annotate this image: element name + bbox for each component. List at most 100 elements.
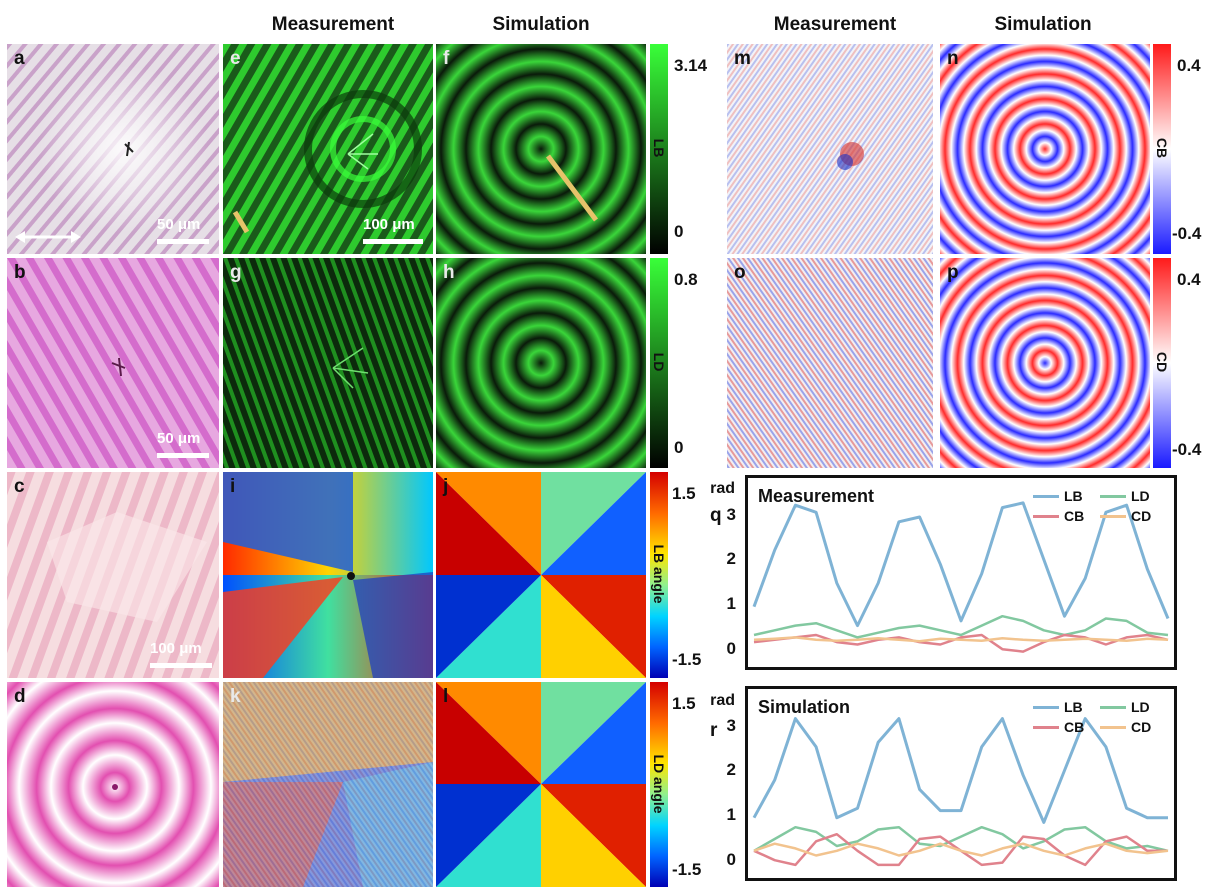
legend-q-ld: LD: [1100, 488, 1150, 504]
chart-r-ytick-1: 1: [726, 805, 736, 824]
panel-g-ld-measurement: g: [223, 258, 433, 468]
panel-n-cb-simulation: n: [940, 44, 1150, 254]
panel-j-lb-angle-simulation: j: [436, 472, 646, 678]
panel-label-k: k: [230, 686, 241, 707]
colorbar-cd-min: -0.4: [1172, 440, 1202, 459]
panel-d-image: [7, 682, 219, 887]
chart-q-title: Measurement: [758, 486, 875, 506]
header-simulation-right: Simulation: [994, 14, 1092, 35]
colorbar-cd-max: 0.4: [1177, 270, 1201, 289]
panel-e-lb-measurement: e 100 μm: [223, 44, 433, 254]
colorbar-lb-max: 3.14: [674, 56, 708, 75]
panel-p-image: [940, 258, 1150, 468]
colorbar-cb-min: -0.4: [1172, 224, 1202, 243]
panel-label-h: h: [443, 262, 455, 283]
scalebar-b: [157, 453, 209, 458]
legend-r-cd: CD: [1100, 719, 1151, 735]
panel-k-image: [223, 682, 433, 887]
colorbar-cb: [1153, 44, 1171, 254]
panel-f-lb-simulation: f: [436, 44, 646, 254]
panel-label-o: o: [734, 262, 746, 283]
legend-q-cb: CB: [1033, 508, 1084, 524]
panel-j-image: [436, 472, 646, 678]
chart-r-ytick-3: 3: [726, 716, 736, 735]
chart-q-plot: [752, 501, 1170, 653]
legend-q-cd: CD: [1100, 508, 1151, 524]
panel-label-m: m: [734, 48, 751, 69]
chart-q-ytick-0: 0: [726, 639, 736, 658]
panel-k-ld-angle-measurement: k: [223, 682, 433, 887]
panel-label-n: n: [947, 48, 959, 69]
colorbar-lb-angle-title: LB angle: [651, 544, 667, 604]
panel-o-cd-measurement: o: [727, 258, 933, 468]
legend-q-lb: LB: [1033, 488, 1083, 504]
scalebar-label-c: 100 μm: [150, 640, 202, 657]
legend-r-cb: CB: [1033, 719, 1084, 735]
chart-q-ytick-2: 2: [726, 549, 736, 568]
colorbar-ld-angle-title: LD angle: [651, 754, 667, 814]
scalebar-label-e: 100 μm: [363, 216, 415, 233]
panel-i-lb-angle-measurement: i: [223, 472, 433, 678]
panel-c-polarized-image: c 100 μm: [7, 472, 219, 678]
scalebar-e: [363, 239, 423, 244]
header-measurement-left: Measurement: [271, 14, 395, 35]
panel-b-image: [7, 258, 219, 468]
chart-q-line-cd: [753, 636, 1169, 643]
colorbar-ld-angle-max: 1.5: [672, 694, 696, 713]
colorbar-ld: [650, 258, 668, 468]
legend-r-lb: LB: [1033, 699, 1083, 715]
panel-c-image: [7, 472, 219, 678]
chart-q-frame: Measurement LB LD CB CD: [745, 475, 1177, 670]
chart-q-line-ld: [753, 614, 1169, 639]
chart-q-line-lb: [752, 501, 1170, 628]
panel-label-c: c: [14, 476, 25, 497]
panel-m-image: [727, 44, 933, 254]
panel-o-image: [727, 258, 933, 468]
chart-r-line-cd: [753, 842, 1169, 857]
colorbar-lb-angle-min: -1.5: [672, 650, 702, 669]
panel-label-i: i: [230, 476, 236, 497]
chart-r-frame: Simulation LB LD CB CD: [745, 686, 1177, 881]
panel-n-image: [940, 44, 1150, 254]
colorbar-lb: [650, 44, 668, 254]
panel-label-q: q: [710, 505, 722, 526]
chart-q-ylabel: rad: [710, 480, 735, 497]
header-simulation-left: Simulation: [492, 14, 590, 35]
colorbar-ld-angle-min: -1.5: [672, 860, 702, 879]
header-measurement-right: Measurement: [773, 14, 897, 35]
chart-q-line-cb: [753, 633, 1169, 653]
panel-a-image: [7, 44, 219, 254]
panel-l-image: [436, 682, 646, 887]
panel-e-image: [223, 44, 433, 254]
scalebar-a: [157, 239, 209, 244]
panel-a-polarized-image: a 50 μm: [7, 44, 219, 254]
scalebar-c: [150, 663, 212, 668]
scalebar-label-a: 50 μm: [157, 216, 201, 233]
panel-label-r: r: [710, 720, 718, 741]
panel-m-cb-measurement: m: [727, 44, 933, 254]
chart-r-plot: [752, 717, 1169, 867]
panel-b-polarized-image: b 50 μm: [7, 258, 219, 468]
panel-label-p: p: [947, 262, 959, 283]
scalebar-label-b: 50 μm: [157, 430, 201, 447]
colorbar-cb-max: 0.4: [1177, 56, 1201, 75]
panel-f-image: [436, 44, 646, 254]
panel-l-ld-angle-simulation: l: [436, 682, 646, 887]
colorbar-ld-min: 0: [674, 438, 684, 457]
colorbar-lb-angle-max: 1.5: [672, 484, 696, 503]
colorbar-lb-angle: [650, 472, 668, 678]
panel-d-simulated-image: d: [7, 682, 219, 887]
colorbar-ld-angle: [650, 682, 668, 887]
chart-r-ylabel: rad: [710, 692, 735, 709]
chart-r-line-ld: [753, 825, 1169, 853]
panel-h-ld-simulation: h: [436, 258, 646, 468]
panel-i-image: [223, 472, 433, 678]
colorbar-ld-max: 0.8: [674, 270, 698, 289]
panel-g-image: [223, 258, 433, 468]
panel-label-g: g: [230, 262, 242, 283]
panel-label-d: d: [14, 686, 26, 707]
panel-label-j: j: [443, 476, 449, 497]
panel-label-a: a: [14, 48, 25, 69]
colorbar-cd-title: CD: [1154, 351, 1170, 373]
chart-r-line-lb: [752, 717, 1168, 824]
